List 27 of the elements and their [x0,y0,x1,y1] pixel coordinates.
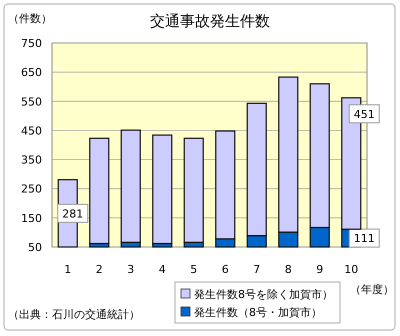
y-tick-label: 50 [28,241,42,254]
x-tick-label: 4 [158,263,166,276]
legend-label: 発生件数8号を除く加賀市） [194,288,333,301]
x-tick-label: 3 [127,263,134,276]
text: （出典：石川の交通統計） [8,308,140,321]
data-label: 451 [354,108,375,121]
data-label: 111 [354,232,375,246]
chart-title: 交通事故発生件数 [150,12,270,30]
x-tick-label: 9 [316,263,324,276]
x-axis-title: （年度） [350,283,394,296]
x-tick-label: 2 [96,263,103,276]
x-tick-label: 8 [284,263,292,276]
y-tick-label: 250 [21,182,42,196]
y-tick-label: 450 [21,124,42,138]
y-tick-label: 750 [21,37,42,50]
y-tick-label: 550 [21,95,42,108]
x-tick-label: 5 [190,263,198,276]
y-tick-label: 150 [21,212,42,225]
x-tick-label: 10 [344,263,358,276]
y-tick-label: 350 [21,154,42,167]
x-tick-label: 7 [253,263,260,276]
data-label: 281 [62,207,84,220]
y-axis-title: （件数） [8,12,52,25]
x-tick-label: 6 [222,263,229,276]
y-tick-label: 650 [21,66,42,80]
legend-label: 発生件数（8号・加賀市） [194,306,322,319]
x-tick-label: 1 [64,263,72,276]
